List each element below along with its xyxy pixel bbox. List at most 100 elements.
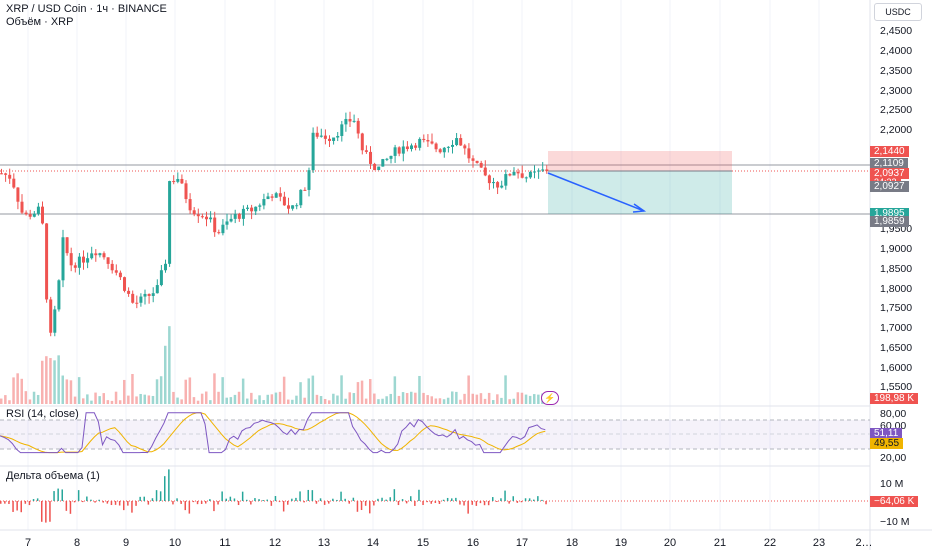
volume-bar xyxy=(258,395,261,404)
last-price-tag[interactable]: 2,0937 xyxy=(870,168,909,179)
level-price-tag[interactable]: 1,9859 xyxy=(870,216,909,227)
delta-bar xyxy=(500,498,502,501)
delta-bar xyxy=(405,501,408,504)
delta-bar xyxy=(41,501,43,522)
delta-bar xyxy=(28,501,31,506)
volume-bar xyxy=(516,392,520,404)
candle-body xyxy=(291,205,295,209)
candle-body xyxy=(16,187,20,202)
volume-bars xyxy=(0,326,548,404)
volume-bar xyxy=(463,393,466,404)
volume-bar xyxy=(295,395,298,404)
volume-bar xyxy=(455,391,458,404)
symbol-legend[interactable]: XRP / USD Coin · 1ч · BINANCE xyxy=(6,3,167,15)
delta-bar xyxy=(94,501,96,503)
delta-bar xyxy=(422,501,424,506)
stop-price-tag[interactable]: 2,1440 xyxy=(870,146,909,157)
delta-bar xyxy=(385,499,387,501)
candle-body xyxy=(196,214,200,217)
delta-bar xyxy=(20,501,22,513)
time-label: 18 xyxy=(565,537,579,549)
volume-legend[interactable]: Объём · XRP xyxy=(6,16,74,28)
time-label: 20 xyxy=(663,537,677,549)
delta-bar xyxy=(168,469,170,501)
delta-bar xyxy=(209,499,211,501)
candle-body xyxy=(278,193,282,197)
candle-body xyxy=(418,138,422,148)
delta-bar xyxy=(410,496,412,501)
delta-bar xyxy=(131,501,133,513)
candle-body xyxy=(114,270,118,273)
delta-bar xyxy=(545,501,547,505)
volume-bar xyxy=(246,398,249,404)
candle-body xyxy=(295,205,299,207)
delta-legend[interactable]: Дельта объема (1) xyxy=(6,470,100,482)
delta-bar xyxy=(159,491,162,501)
candle-body xyxy=(340,124,344,136)
candle-body xyxy=(520,173,524,178)
candle-body xyxy=(73,265,77,268)
volume-bar xyxy=(147,395,151,404)
currency-button[interactable]: USDC xyxy=(874,3,922,21)
time-label: 15 xyxy=(416,537,430,549)
candle-body xyxy=(8,174,12,179)
delta-bar xyxy=(360,501,363,511)
volume-bar xyxy=(430,396,433,404)
volume-bar xyxy=(278,391,282,404)
lightning-icon[interactable]: ⚡ xyxy=(541,391,559,405)
volume-bar xyxy=(504,375,507,404)
volume-bar xyxy=(237,391,241,404)
volume-bar xyxy=(307,378,310,404)
delta-bar xyxy=(172,501,174,505)
candle-body xyxy=(496,182,500,188)
volume-bar xyxy=(77,377,81,404)
delta-bar xyxy=(299,491,301,501)
candle-body xyxy=(102,253,106,258)
candle-body xyxy=(541,169,545,171)
delta-bar xyxy=(524,498,527,501)
delta-bar xyxy=(241,491,244,501)
delta-bar xyxy=(155,490,158,501)
volume-bar xyxy=(344,398,347,404)
stop-zone[interactable] xyxy=(548,151,732,171)
delta-bar xyxy=(266,499,268,501)
time-label: 21 xyxy=(713,537,727,549)
candle-body xyxy=(262,199,266,206)
entry-price-tag[interactable]: 2,1109 xyxy=(870,158,908,169)
candle-body xyxy=(143,293,147,297)
forecast-arrow[interactable] xyxy=(547,172,645,212)
delta-bar xyxy=(438,501,441,504)
volume-bar xyxy=(131,374,134,404)
price-tick: 1,8500 xyxy=(880,263,913,275)
delta-bar xyxy=(98,499,100,501)
volume-bar xyxy=(106,400,110,404)
candle-body xyxy=(205,216,208,220)
candle-body xyxy=(258,205,262,207)
candle-body xyxy=(516,171,520,174)
candle-body xyxy=(369,151,372,164)
candle-body xyxy=(446,146,450,148)
rsi-legend[interactable]: RSI (14, close) xyxy=(6,408,79,420)
volume-bar xyxy=(250,392,253,404)
volume-bar xyxy=(73,396,77,404)
candle-body xyxy=(90,253,94,259)
candle-body xyxy=(492,182,495,184)
volume-bar xyxy=(537,394,540,404)
candle-body xyxy=(32,213,36,217)
target-zone[interactable] xyxy=(548,171,732,214)
rsi-tick: 80,00 xyxy=(880,408,907,420)
price-tick: 1,9000 xyxy=(880,243,913,255)
low-price-tag[interactable]: 2,0927 xyxy=(870,181,909,192)
rsi-tick: 20,00 xyxy=(880,452,907,464)
volume-value-tag: 198,98 K xyxy=(870,393,919,404)
delta-bar xyxy=(151,498,154,501)
delta-bar xyxy=(528,498,531,501)
volume-bar xyxy=(340,375,343,404)
volume-bar xyxy=(143,394,146,404)
price-tick: 1,5500 xyxy=(880,381,913,393)
volume-bar xyxy=(233,394,237,404)
delta-bar xyxy=(86,496,88,501)
target-price-tag[interactable]: 1,9895 xyxy=(870,208,909,219)
